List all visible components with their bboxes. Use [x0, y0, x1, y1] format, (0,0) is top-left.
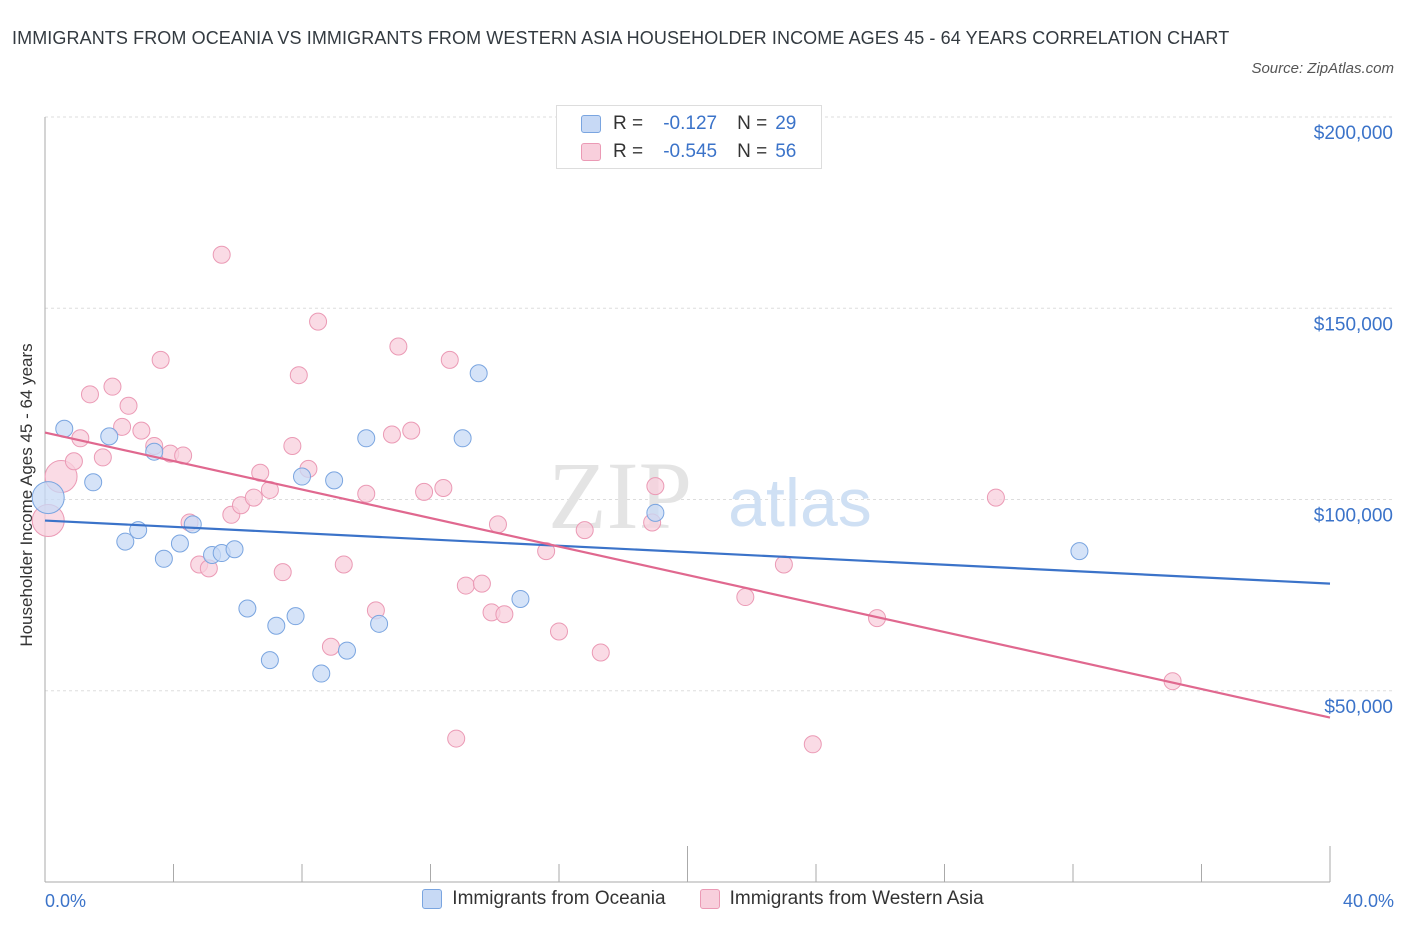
legend-r-label: R = — [613, 141, 644, 162]
trend-lines — [44, 431, 1331, 719]
data-point-blue-16 — [286, 607, 305, 626]
data-point-pink-24 — [283, 436, 302, 455]
series-western-asia — [31, 245, 1182, 754]
data-point-pink-43 — [495, 605, 514, 624]
data-point-blue-25 — [511, 589, 530, 608]
data-point-pink-39 — [456, 576, 475, 595]
y-tick-label: $50,000 — [1324, 697, 1393, 718]
series-oceania — [31, 364, 1089, 683]
data-point-pink-29 — [334, 555, 353, 574]
data-point-pink-35 — [415, 482, 434, 501]
data-point-blue-26 — [646, 503, 665, 522]
legend-n-label: N = — [737, 113, 768, 134]
data-point-pink-38 — [447, 729, 466, 748]
data-point-pink-33 — [389, 337, 408, 356]
x-tick-label-min: 0.0% — [45, 891, 87, 911]
data-point-pink-37 — [440, 350, 459, 369]
legend-r-value: -0.545 — [663, 141, 718, 162]
data-point-pink-27 — [309, 312, 328, 331]
legend-label-western-asia: Immigrants from Western Asia — [729, 888, 984, 909]
data-point-pink-45 — [550, 622, 568, 641]
data-point-pink-30 — [357, 484, 376, 503]
y-tick-label: $100,000 — [1314, 506, 1393, 527]
series-legend: Immigrants from Oceania Immigrants from … — [0, 888, 1406, 910]
data-point-blue-13 — [238, 599, 257, 618]
data-point-pink-2 — [64, 452, 83, 471]
legend-n-label: N = — [737, 141, 768, 162]
y-tick-labels: $50,000 $100,000 $150,000 $200,000 — [1314, 123, 1393, 718]
data-point-pink-4 — [80, 385, 99, 404]
data-point-pink-52 — [803, 735, 822, 754]
trend-line-pink — [44, 431, 1331, 719]
data-point-blue-4 — [116, 532, 135, 551]
data-point-blue-20 — [337, 641, 356, 660]
data-point-pink-8 — [119, 396, 138, 415]
data-point-pink-23 — [273, 563, 292, 582]
data-point-blue-12 — [225, 540, 244, 559]
legend-n-value: 29 — [775, 113, 797, 134]
data-point-blue-27 — [1070, 542, 1089, 561]
data-point-pink-49 — [646, 477, 665, 496]
data-point-blue-22 — [370, 614, 389, 633]
data-point-pink-5 — [93, 448, 112, 467]
data-point-pink-47 — [591, 643, 610, 662]
legend-swatch-pink — [581, 143, 601, 161]
data-point-blue-23 — [453, 429, 472, 448]
data-point-pink-25 — [289, 366, 308, 385]
legend-row-oceania: R = -0.127 N = 29 — [581, 111, 796, 137]
data-point-pink-36 — [434, 479, 453, 498]
data-point-pink-9 — [132, 421, 151, 440]
legend-item-oceania[interactable]: Immigrants from Oceania — [422, 888, 666, 910]
legend-swatch-pink — [699, 889, 720, 909]
data-point-blue-15 — [267, 616, 286, 635]
data-point-blue-9 — [183, 515, 202, 534]
legend-label-oceania: Immigrants from Oceania — [452, 888, 666, 909]
data-point-blue-2 — [84, 473, 103, 492]
legend-row-western-asia: R = -0.545 N = 56 — [581, 139, 796, 165]
watermark-zip: ZIP — [548, 442, 692, 549]
chart-title: IMMIGRANTS FROM OCEANIA VS IMMIGRANTS FR… — [12, 28, 1230, 48]
legend-swatch-blue — [581, 115, 601, 133]
correlation-legend: R = -0.127 N = 29 R = -0.545 N = 56 — [556, 105, 822, 169]
data-point-blue-19 — [325, 471, 344, 490]
source-label: Source: ZipAtlas.com — [1251, 60, 1394, 77]
data-point-pink-28 — [321, 637, 340, 656]
legend-n-value: 56 — [775, 141, 797, 162]
watermark: ZIP atlas — [548, 442, 872, 549]
data-point-blue-7 — [154, 549, 173, 568]
data-point-blue-0 — [31, 481, 65, 515]
data-point-pink-11 — [151, 350, 170, 369]
x-tick-label-max: 40.0% — [1342, 891, 1394, 911]
data-point-blue-17 — [293, 467, 311, 486]
data-point-blue-14 — [260, 651, 279, 670]
data-point-pink-50 — [736, 588, 755, 607]
data-point-pink-46 — [575, 521, 594, 540]
y-tick-label: $200,000 — [1314, 123, 1393, 144]
data-point-pink-17 — [212, 245, 231, 264]
trend-line-blue — [44, 519, 1331, 585]
data-point-pink-6 — [103, 377, 122, 396]
data-point-pink-42 — [488, 515, 507, 534]
data-point-blue-3 — [100, 427, 119, 446]
data-point-pink-20 — [244, 488, 263, 507]
data-point-blue-21 — [357, 429, 376, 448]
y-tick-label: $150,000 — [1314, 314, 1393, 335]
data-point-blue-24 — [469, 364, 488, 383]
data-point-pink-32 — [382, 425, 401, 444]
data-point-blue-18 — [312, 664, 331, 683]
legend-r-value: -0.127 — [663, 113, 718, 134]
data-point-blue-8 — [170, 534, 189, 553]
data-point-pink-40 — [472, 574, 491, 593]
data-point-pink-51 — [774, 555, 793, 574]
legend-r-label: R = — [613, 113, 644, 134]
legend-swatch-blue — [422, 889, 443, 909]
legend-item-western-asia[interactable]: Immigrants from Western Asia — [699, 888, 984, 910]
data-point-pink-54 — [986, 488, 1005, 507]
watermark-atlas: atlas — [728, 465, 872, 541]
data-point-pink-34 — [402, 421, 421, 440]
data-point-pink-7 — [113, 417, 132, 436]
